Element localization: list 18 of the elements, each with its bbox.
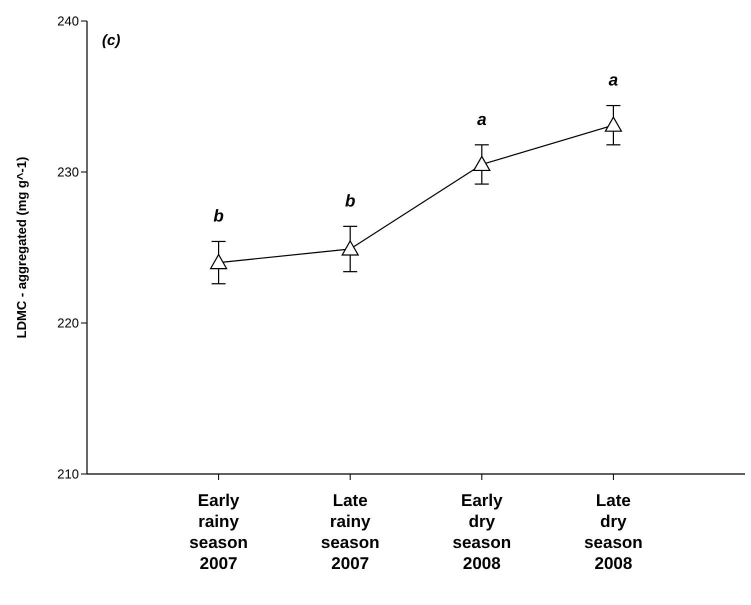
y-tick-label: 220: [57, 316, 79, 331]
annotation: b: [345, 191, 356, 210]
x-tick-label: Late dry season 2008: [584, 491, 643, 573]
x-tick-label: Late rainy season 2007: [320, 491, 380, 573]
point: [342, 240, 359, 256]
annotation: a: [477, 110, 487, 129]
annotation: (c): [102, 32, 120, 49]
point: [604, 116, 622, 132]
point: [210, 254, 228, 270]
y-axis-title: LDMC - aggregated (mg g^-1): [14, 156, 29, 338]
point: [473, 156, 490, 172]
x-tick-label: Early rainy season 2007: [189, 491, 248, 573]
y-tick-label: 240: [57, 14, 79, 29]
x-tick-label: Early dry season 2008: [452, 491, 512, 573]
annotation: b: [213, 206, 224, 226]
annotation: a: [608, 70, 618, 90]
y-tick-label: 230: [57, 164, 79, 180]
y-tick-label: 210: [57, 466, 79, 482]
